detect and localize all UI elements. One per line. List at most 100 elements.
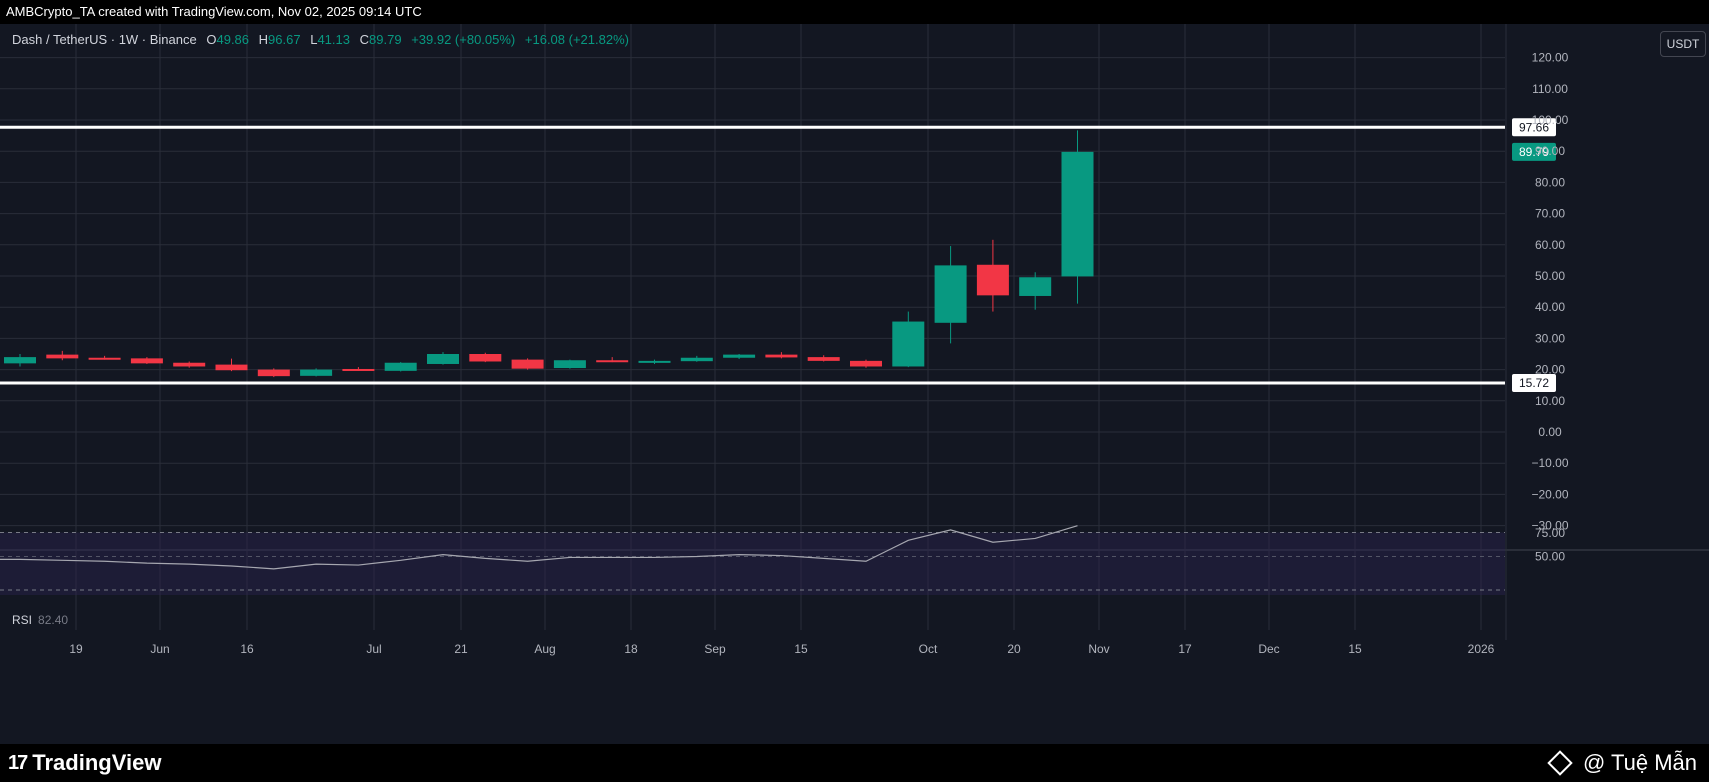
time-tick-label: 15 xyxy=(1348,642,1362,656)
time-tick-label: 20 xyxy=(1007,642,1021,656)
price-tick-label: 0.00 xyxy=(1538,425,1562,439)
candle-body xyxy=(384,362,417,371)
rsi-pane xyxy=(0,525,1078,570)
close-value: 89.79 xyxy=(369,32,402,47)
candle-body xyxy=(807,357,840,361)
time-tick-label: Nov xyxy=(1088,642,1109,656)
candle-body xyxy=(934,265,967,323)
time-tick-label: 16 xyxy=(240,642,254,656)
candle-body xyxy=(1019,277,1052,296)
horizontal-levels[interactable]: 97.66 15.72 89.79 xyxy=(0,118,1556,392)
time-tick-label: 2026 xyxy=(1468,642,1495,656)
price-tick-label: −10.00 xyxy=(1531,456,1568,470)
time-axis[interactable]: 19 Jun 16 Jul 21 Aug 18 Sep 15 Oct 20 Nov 17 Dec 15 202… xyxy=(69,642,1494,656)
price-tick-label: −20.00 xyxy=(1531,487,1568,501)
candle-body xyxy=(300,369,333,376)
last-price-label: 89.79 xyxy=(1519,145,1549,159)
time-tick-label: Jun xyxy=(150,642,169,656)
candle-body xyxy=(976,264,1009,296)
candle-body xyxy=(850,360,882,367)
candle-body xyxy=(511,359,544,369)
low-value: 41.13 xyxy=(317,32,350,47)
open-value: 49.86 xyxy=(216,32,250,47)
watermark-text: @ Tuệ Mẫn xyxy=(1582,750,1697,775)
price-tick-label: 60.00 xyxy=(1535,238,1565,252)
candle-body xyxy=(638,360,671,363)
candle-body xyxy=(469,354,502,362)
price-tick-label: 90.00 xyxy=(1535,144,1565,158)
candle-body xyxy=(765,354,798,358)
high-label: H xyxy=(258,32,269,47)
time-tick-label: Oct xyxy=(919,642,938,656)
time-tick-label: 18 xyxy=(624,642,638,656)
price-tick-label: −30.00 xyxy=(1531,519,1568,533)
candle-body xyxy=(680,357,713,362)
rsi-tick-label: 50.00 xyxy=(1535,550,1565,564)
time-tick-label: Aug xyxy=(534,642,555,656)
level-label-bg xyxy=(1512,118,1556,137)
candle-body xyxy=(892,321,925,367)
rsi-band xyxy=(0,532,1505,595)
branding-bar xyxy=(0,744,1709,782)
candle-body xyxy=(427,354,459,364)
time-tick-label: 19 xyxy=(69,642,83,656)
candle-body xyxy=(4,357,36,364)
rsi-legend: RSI 82.40 xyxy=(12,613,68,627)
rsi-value: 82.40 xyxy=(38,613,69,627)
level-label: 15.72 xyxy=(1519,376,1549,390)
symbol-name[interactable]: Dash / TetherUS · 1W · Binance xyxy=(12,32,197,47)
close-label: C xyxy=(359,32,370,47)
currency-button[interactable]: USDT xyxy=(1660,31,1706,57)
grid xyxy=(0,24,1709,640)
tradingview-logo-icon: 17 xyxy=(8,751,28,774)
rsi-tick-label: 75.00 xyxy=(1535,526,1565,540)
price-tick-label: 40.00 xyxy=(1535,300,1565,314)
candle-body xyxy=(130,358,163,364)
low-label: L xyxy=(310,32,318,47)
tradingview-logo-text: TradingView xyxy=(32,750,162,775)
level-label: 97.66 xyxy=(1519,120,1549,134)
rsi-line xyxy=(0,525,1078,570)
candle-body xyxy=(46,354,79,359)
rsi-background-band xyxy=(0,532,1505,595)
author-watermark: @ Tuệ Mẫn xyxy=(1547,748,1697,778)
price-tick-label: 80.00 xyxy=(1535,175,1565,189)
high-value: 96.67 xyxy=(268,32,301,47)
price-tick-label: 110.00 xyxy=(1532,82,1568,96)
price-tick-label: 100.00 xyxy=(1532,113,1569,127)
candle-body xyxy=(553,360,586,369)
candle-body xyxy=(723,354,756,358)
time-tick-label: 21 xyxy=(454,642,468,656)
price-tick-label: 30.00 xyxy=(1535,331,1565,345)
candle-body xyxy=(342,368,375,371)
price-axis[interactable]: 120.00 110.00 100.00 90.00 80.00 70.00 60.00 50… xyxy=(1531,51,1568,564)
candle-body xyxy=(596,360,629,363)
time-tick-label: Jul xyxy=(366,642,381,656)
time-tick-label: Sep xyxy=(704,642,726,656)
rsi-label[interactable]: RSI xyxy=(12,613,33,627)
attribution-text: AMBCrypto_TA created with TradingView.co… xyxy=(6,4,422,19)
price-tick-label: 70.00 xyxy=(1535,207,1565,221)
candle-body xyxy=(173,362,206,367)
time-tick-label: Dec xyxy=(1258,642,1279,656)
price-tick-label: 10.00 xyxy=(1535,394,1565,408)
attribution-bar: AMBCrypto_TA created with TradingView.co… xyxy=(0,0,1709,24)
last-price-badge xyxy=(1512,142,1556,161)
price-tick-label: 120.00 xyxy=(1532,51,1569,65)
time-tick-label: 15 xyxy=(794,642,808,656)
candle-body xyxy=(1061,151,1094,277)
tradingview-logo: 17 TradingView xyxy=(8,748,161,778)
candle-body xyxy=(88,357,121,360)
open-label: O xyxy=(206,32,217,47)
level-label-bg xyxy=(1512,373,1556,392)
symbol-legend: Dash / TetherUS · 1W · Binance O49.86 H9… xyxy=(12,32,629,47)
binance-diamond-icon xyxy=(1547,750,1573,776)
price-tick-label: 20.00 xyxy=(1535,363,1565,377)
candles xyxy=(4,130,1094,378)
candle-body xyxy=(257,369,290,377)
candle-body xyxy=(215,364,248,371)
time-tick-label: 17 xyxy=(1178,642,1192,656)
price-tick-label: 50.00 xyxy=(1535,269,1565,283)
volume-change: +16.08 (+21.82%) xyxy=(524,32,629,47)
